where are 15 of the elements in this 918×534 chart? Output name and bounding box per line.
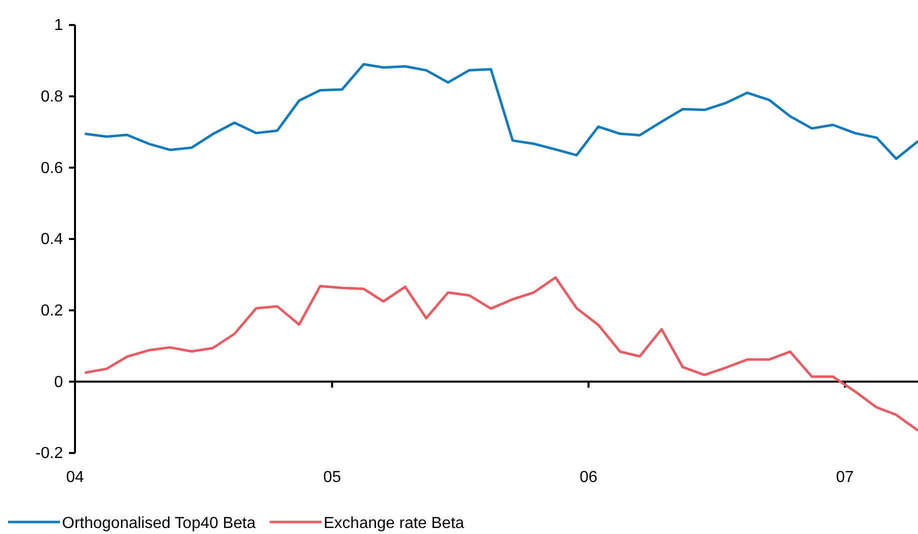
y-tick-label: 0 [54, 374, 64, 391]
line-series [84, 62, 918, 160]
x-tick-label: 05 [323, 469, 342, 486]
y-tick-label: 1 [54, 17, 64, 34]
y-tick-label: 0.2 [40, 302, 64, 320]
x-tick-label: 04 [66, 469, 84, 486]
line-series [84, 276, 918, 432]
x-tick-label: 07 [836, 469, 854, 486]
y-tick-label: 0.6 [40, 160, 64, 177]
legend-label: Orthogonalised Top40 Beta [62, 515, 256, 532]
y-tick-label: 0.8 [40, 88, 64, 106]
y-tick-label: -0.2 [35, 445, 64, 462]
x-tick-label: 06 [580, 469, 598, 486]
legend-label: Exchange rate Beta [324, 515, 464, 532]
y-tick-label: 0.4 [40, 231, 64, 248]
